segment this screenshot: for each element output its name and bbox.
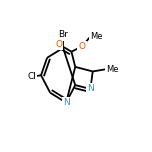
Text: Me: Me	[106, 65, 119, 74]
Text: Br: Br	[58, 30, 68, 40]
Text: Me: Me	[90, 32, 103, 41]
Text: O: O	[55, 40, 62, 49]
Text: N: N	[87, 84, 94, 93]
Text: Cl: Cl	[28, 72, 36, 81]
Text: O: O	[79, 42, 86, 51]
Text: N: N	[63, 98, 69, 107]
